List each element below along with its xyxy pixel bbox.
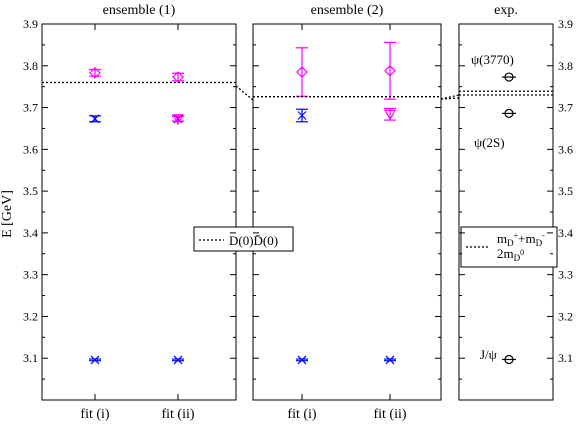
data-point-x	[90, 355, 100, 365]
panel-frame-ensemble-2	[252, 23, 442, 401]
legend-exp-plus-m: +m	[518, 231, 535, 246]
y-tick-label: 3.1	[558, 351, 573, 365]
legend-text-ensemble-1: D(0)D̄(0)	[229, 233, 278, 248]
x-tick-label: fit (i)	[287, 407, 316, 422]
legend-exp-sup-zero: 0	[520, 248, 524, 257]
x-tick-label: fit (ii)	[373, 407, 406, 422]
data-point-x	[297, 355, 307, 365]
legend-exp-sup-plus: +	[514, 231, 519, 240]
y-tick-label: 3.8	[23, 59, 38, 73]
y-tick-label: 3.4	[558, 226, 573, 240]
data-point-diamond	[384, 64, 396, 77]
y-tick-label: 3.6	[558, 142, 573, 156]
y-tick-label: 3.3	[558, 268, 573, 282]
data-point-x	[297, 111, 307, 120]
exp-label-jpsi: J/ψ	[480, 347, 497, 362]
legend-box-exp	[460, 226, 558, 268]
threshold-connector-2-exp-upper	[440, 94, 460, 100]
data-point-diamond	[89, 67, 101, 79]
y-tick-label: 3.3	[23, 268, 38, 282]
legend-exp-sub-d0: D	[514, 253, 521, 263]
x-tick-label: fit (ii)	[161, 407, 194, 422]
y-tick-label: 3.4	[23, 226, 38, 240]
data-point-triangle	[171, 114, 185, 126]
chart-marks: 3.1 3.1 3.2 3.2 3.3 3.3 3.4 3.4 3.5 3.5 3.6 3.6 3.7 3…	[23, 17, 573, 400]
panel-title-ensemble-1: ensemble (1)	[103, 3, 176, 18]
data-point-x	[90, 114, 100, 124]
data-point-x	[385, 355, 395, 365]
y-tick-label: 3.9	[23, 17, 38, 31]
exp-label-psi3770: ψ(3770)	[471, 52, 514, 67]
x-tick-label: fit (i)	[80, 407, 109, 422]
threshold-connector-2-exp-lower	[440, 97, 460, 100]
y-tick-label: 3.7	[558, 101, 573, 115]
y-tick-label: 3.9	[558, 17, 573, 31]
legend-exp-sub-d2: D	[536, 238, 543, 248]
y-tick-label: 3.7	[23, 101, 38, 115]
legend-exp-sup-minus: -	[542, 231, 545, 240]
exp-label-psi2s: ψ(2S)	[474, 135, 505, 150]
legend-text-exp-line2: 2mD0	[497, 246, 524, 263]
legend-exp-sub-d1: D	[507, 238, 514, 248]
y-tick-label: 3.6	[23, 142, 38, 156]
panel-title-ensemble-2: ensemble (2)	[311, 3, 384, 18]
y-tick-label: 3.5	[558, 184, 573, 198]
legend-text-exp-line1: mD++mD-	[497, 231, 545, 248]
panel-title-exp: exp.	[494, 3, 518, 18]
y-tick-label: 3.5	[23, 184, 38, 198]
data-point-x	[173, 355, 183, 365]
legend-exp-2m: 2m	[497, 246, 514, 261]
data-point-diamond	[296, 66, 308, 78]
legend-exp-m1: m	[497, 231, 507, 246]
y-axis-label: E [GeV]	[0, 190, 15, 238]
threshold-connector-1-2	[235, 85, 254, 101]
panel-frame-ensemble-1	[41, 23, 237, 401]
y-tick-label: 3.1	[23, 351, 38, 365]
data-point-triangle	[383, 109, 397, 121]
y-tick-label: 3.2	[558, 309, 573, 323]
y-tick-label: 3.2	[23, 309, 38, 323]
legend-box-ensemble-1	[193, 226, 294, 252]
y-tick-label: 3.8	[558, 59, 573, 73]
